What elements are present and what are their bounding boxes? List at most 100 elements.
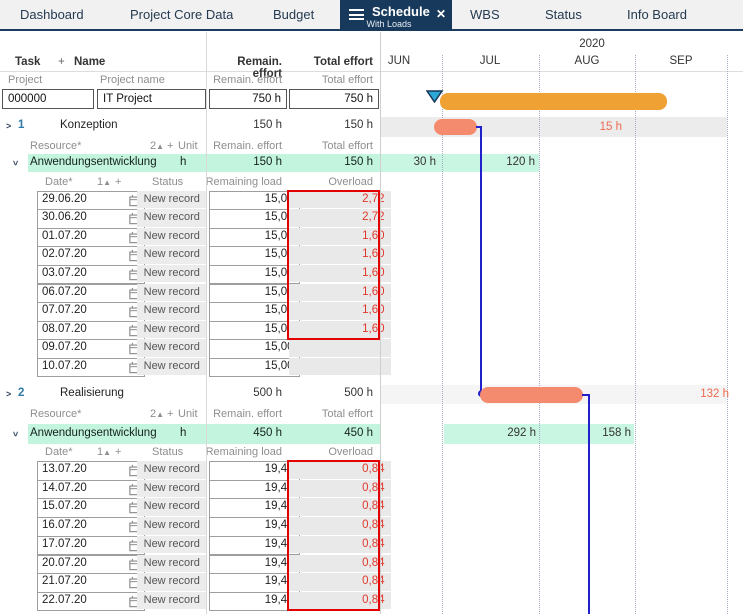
table-row: 15.07.20 New record 19,44 0,84 (0, 498, 391, 518)
task-number-1[interactable]: 1 (18, 119, 25, 131)
remaining-load-field[interactable]: 19,44 (209, 535, 300, 556)
date-value: 22.07.20 (42, 593, 87, 606)
resource-header-label-2[interactable]: Resource* (30, 408, 82, 420)
status-badge: New record (137, 573, 207, 591)
remaining-load-field[interactable]: 19,44 (209, 554, 300, 574)
project-total-effort-field[interactable]: 750 h (289, 89, 379, 109)
remaining-load-field[interactable]: 15,00 (209, 283, 300, 303)
status-badge: New record (137, 246, 207, 264)
remaining-load-field[interactable]: 15,00 (209, 209, 300, 229)
overload-value: 0,84 (288, 535, 391, 554)
load-label-aug-2: 158 h (602, 427, 631, 439)
col-header-task[interactable]: Task (15, 56, 41, 68)
sort-indicator-date-1[interactable]: 1▲ (97, 176, 112, 188)
project-remain-effort-field[interactable]: 750 h (209, 89, 287, 109)
realisierung-gantt-bar[interactable] (480, 387, 583, 403)
milestone-marker-icon[interactable] (426, 90, 444, 103)
collapse-icon-resource-2[interactable]: > (10, 431, 21, 437)
date-field[interactable]: 30.06.20 (37, 209, 145, 229)
project-id-field[interactable]: 000000 (2, 89, 94, 109)
resource-header-label-1[interactable]: Resource* (30, 140, 82, 152)
date-field[interactable]: 13.07.20 (37, 461, 145, 481)
add-resource-icon-2[interactable]: + (167, 408, 174, 420)
add-resource-icon-1[interactable]: + (167, 140, 174, 152)
project-name-field[interactable]: IT Project (97, 89, 206, 109)
col-header-remain-effort[interactable]: Remain. effort (237, 56, 282, 80)
tab-schedule-active[interactable]: Schedule ✕ With Loads (340, 0, 452, 31)
menu-icon[interactable] (349, 9, 364, 21)
col-header-name[interactable]: Name (74, 56, 106, 68)
date-field[interactable]: 07.07.20 (37, 302, 145, 322)
subheader-project: Project (8, 74, 43, 86)
add-column-icon[interactable]: + (58, 56, 65, 68)
overload-value (288, 339, 391, 357)
date-field[interactable]: 03.07.20 (37, 264, 145, 285)
resource-remain-2: 450 h (253, 427, 282, 439)
tab-budget[interactable]: Budget (273, 7, 315, 22)
sort-asc-icon: ▲ (103, 448, 112, 457)
sort-indicator-date-2[interactable]: 1▲ (97, 446, 112, 458)
date-header-label-1[interactable]: Date* (45, 176, 73, 188)
task-name-2[interactable]: Realisierung (60, 387, 124, 399)
date-field[interactable]: 15.07.20 (37, 498, 145, 518)
active-tab-label: Schedule (372, 4, 430, 19)
date-field[interactable]: 02.07.20 (37, 246, 145, 266)
project-gantt-bar[interactable] (440, 93, 667, 110)
tab-info-board[interactable]: Info Board (627, 7, 687, 22)
date-field[interactable]: 08.07.20 (37, 320, 145, 341)
tab-wbs[interactable]: WBS (470, 7, 500, 22)
date-field[interactable]: 22.07.20 (37, 591, 145, 612)
remaining-load-field[interactable]: 19,44 (209, 498, 300, 518)
date-field[interactable]: 09.07.20 (37, 339, 145, 359)
remaining-load-field[interactable]: 19,44 (209, 591, 300, 612)
table-row: 13.07.20 New record 19,44 0,84 (0, 461, 391, 481)
add-date-icon-2[interactable]: + (115, 446, 122, 458)
konzeption-gantt-bar[interactable] (434, 119, 477, 135)
remaining-load-field[interactable]: 15,00 (209, 227, 300, 248)
remaining-load-field[interactable]: 15,00 (209, 264, 300, 285)
tab-status[interactable]: Status (545, 7, 582, 22)
date-field[interactable]: 01.07.20 (37, 227, 145, 248)
date-field[interactable]: 21.07.20 (37, 573, 145, 593)
table-row: 09.07.20 New record 15,00 (0, 339, 391, 359)
table-row: 06.07.20 New record 15,00 1,60 (0, 283, 391, 303)
date-field[interactable]: 17.07.20 (37, 535, 145, 556)
remaining-load-field[interactable]: 15,00 (209, 357, 300, 378)
expand-icon-task-2[interactable]: > (6, 389, 12, 399)
close-icon[interactable]: ✕ (435, 7, 446, 21)
date-field[interactable]: 14.07.20 (37, 479, 145, 500)
task-name-1[interactable]: Konzeption (60, 119, 118, 131)
remaining-load-field[interactable]: 19,44 (209, 479, 300, 500)
remaining-load-field[interactable]: 15,00 (209, 339, 300, 359)
date-field[interactable]: 20.07.20 (37, 554, 145, 574)
resource-row-2[interactable] (28, 424, 380, 444)
remaining-load-field[interactable]: 19,44 (209, 517, 300, 537)
tab-project-core-data[interactable]: Project Core Data (130, 7, 234, 22)
sort-asc-icon: ▲ (156, 410, 165, 419)
date-field[interactable]: 16.07.20 (37, 517, 145, 537)
sort-indicator-resource-1[interactable]: 2▲ (150, 140, 165, 152)
remaining-load-field[interactable]: 15,00 (209, 302, 300, 322)
expand-icon-task-1[interactable]: > (6, 121, 12, 131)
add-date-icon-1[interactable]: + (115, 176, 122, 188)
resource-row-1[interactable] (28, 154, 380, 172)
remaining-load-field[interactable]: 15,00 (209, 246, 300, 266)
date-field[interactable]: 29.06.20 (37, 190, 145, 210)
col-header-total-effort[interactable]: Total effort (313, 56, 373, 68)
date-field[interactable]: 06.07.20 (37, 283, 145, 303)
remaining-load-field[interactable]: 15,00 (209, 320, 300, 341)
resource-header-total-2: Total effort (321, 408, 373, 420)
table-row: 30.06.20 New record 15,00 2,72 (0, 209, 391, 229)
collapse-icon-resource-1[interactable]: > (10, 160, 21, 166)
table-row: 21.07.20 New record 19,44 0,84 (0, 573, 391, 593)
remaining-load-field[interactable]: 19,44 (209, 461, 300, 481)
remaining-load-field[interactable]: 15,00 (209, 190, 300, 210)
sort-indicator-resource-2[interactable]: 2▲ (150, 408, 165, 420)
table-gantt-separator[interactable] (380, 32, 381, 614)
date-header-label-2[interactable]: Date* (45, 446, 73, 458)
status-badge: New record (137, 357, 207, 376)
task-number-2[interactable]: 2 (18, 387, 25, 399)
tab-dashboard[interactable]: Dashboard (20, 7, 84, 22)
remaining-load-field[interactable]: 19,44 (209, 573, 300, 593)
date-field[interactable]: 10.07.20 (37, 357, 145, 378)
